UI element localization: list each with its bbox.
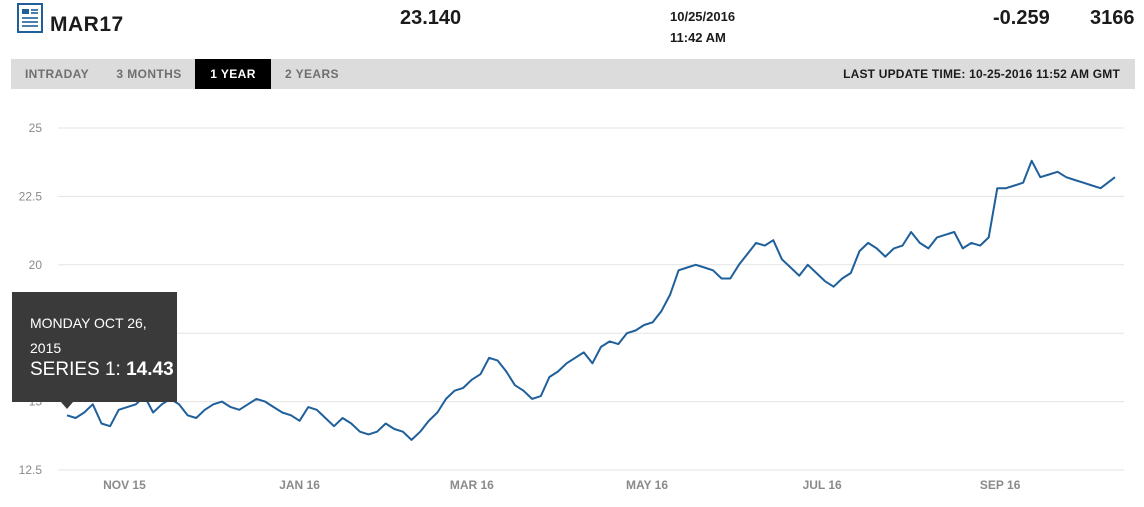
volume: 3166 [1090,7,1135,29]
tooltip-series-value: 14.43 [126,359,174,380]
x-tick-label: MAR 16 [450,478,494,492]
tab-3-months[interactable]: 3 MONTHS [116,67,182,81]
quote-date: 10/25/2016 [670,9,736,24]
y-tick-label: 12.5 [19,463,43,477]
series-1-points [66,160,1116,440]
tooltip-series-label: SERIES 1: [30,359,121,380]
tab-2-years[interactable]: 2 YEARS [285,67,339,81]
tooltip-value: SERIES 1: 14.43 [30,359,174,381]
x-tick-label: SEP 16 [980,478,1021,492]
news-document-icon [17,3,43,33]
tab-intraday[interactable]: INTRADAY [24,67,90,81]
series-1-line [66,159,1116,441]
x-tick-label: NOV 15 [103,478,146,492]
tooltip-pointer [61,402,73,409]
quote-datetime: 10/25/2016 11:42 AM [670,6,735,48]
x-tick-label: MAY 16 [626,478,668,492]
last-update-time: LAST UPDATE TIME: 10-25-2016 11:52 AM GM… [843,67,1120,81]
grid-lines [58,127,1124,471]
quote-time: 11:42 AM [670,30,726,45]
tab-1-year[interactable]: 1 YEAR [195,59,271,89]
range-tab-bar: INTRADAY 3 MONTHS 1 YEAR 2 YEARS LAST UP… [11,59,1135,89]
tooltip-date: MONDAY OCT 26, 2015 [30,315,147,356]
quote-header: MAR17 23.140 10/25/2016 11:42 AM -0.259 … [0,0,1144,58]
x-axis-labels: NOV 15 JAN 16 MAR 16 MAY 16 JUL 16 SEP 16 [103,478,1021,492]
y-tick-label: 22.5 [19,189,43,203]
y-tick-label: 25 [29,121,43,135]
last-price: 23.140 [400,7,462,29]
y-tick-label: 20 [29,258,43,272]
x-tick-label: JAN 16 [279,478,320,492]
contract-symbol: MAR17 [50,13,124,36]
x-tick-label: JUL 16 [803,478,842,492]
chart-tooltip: MONDAY OCT 26, 2015 SERIES 1: 14.43 [12,292,177,402]
price-change: -0.259 [993,7,1050,29]
